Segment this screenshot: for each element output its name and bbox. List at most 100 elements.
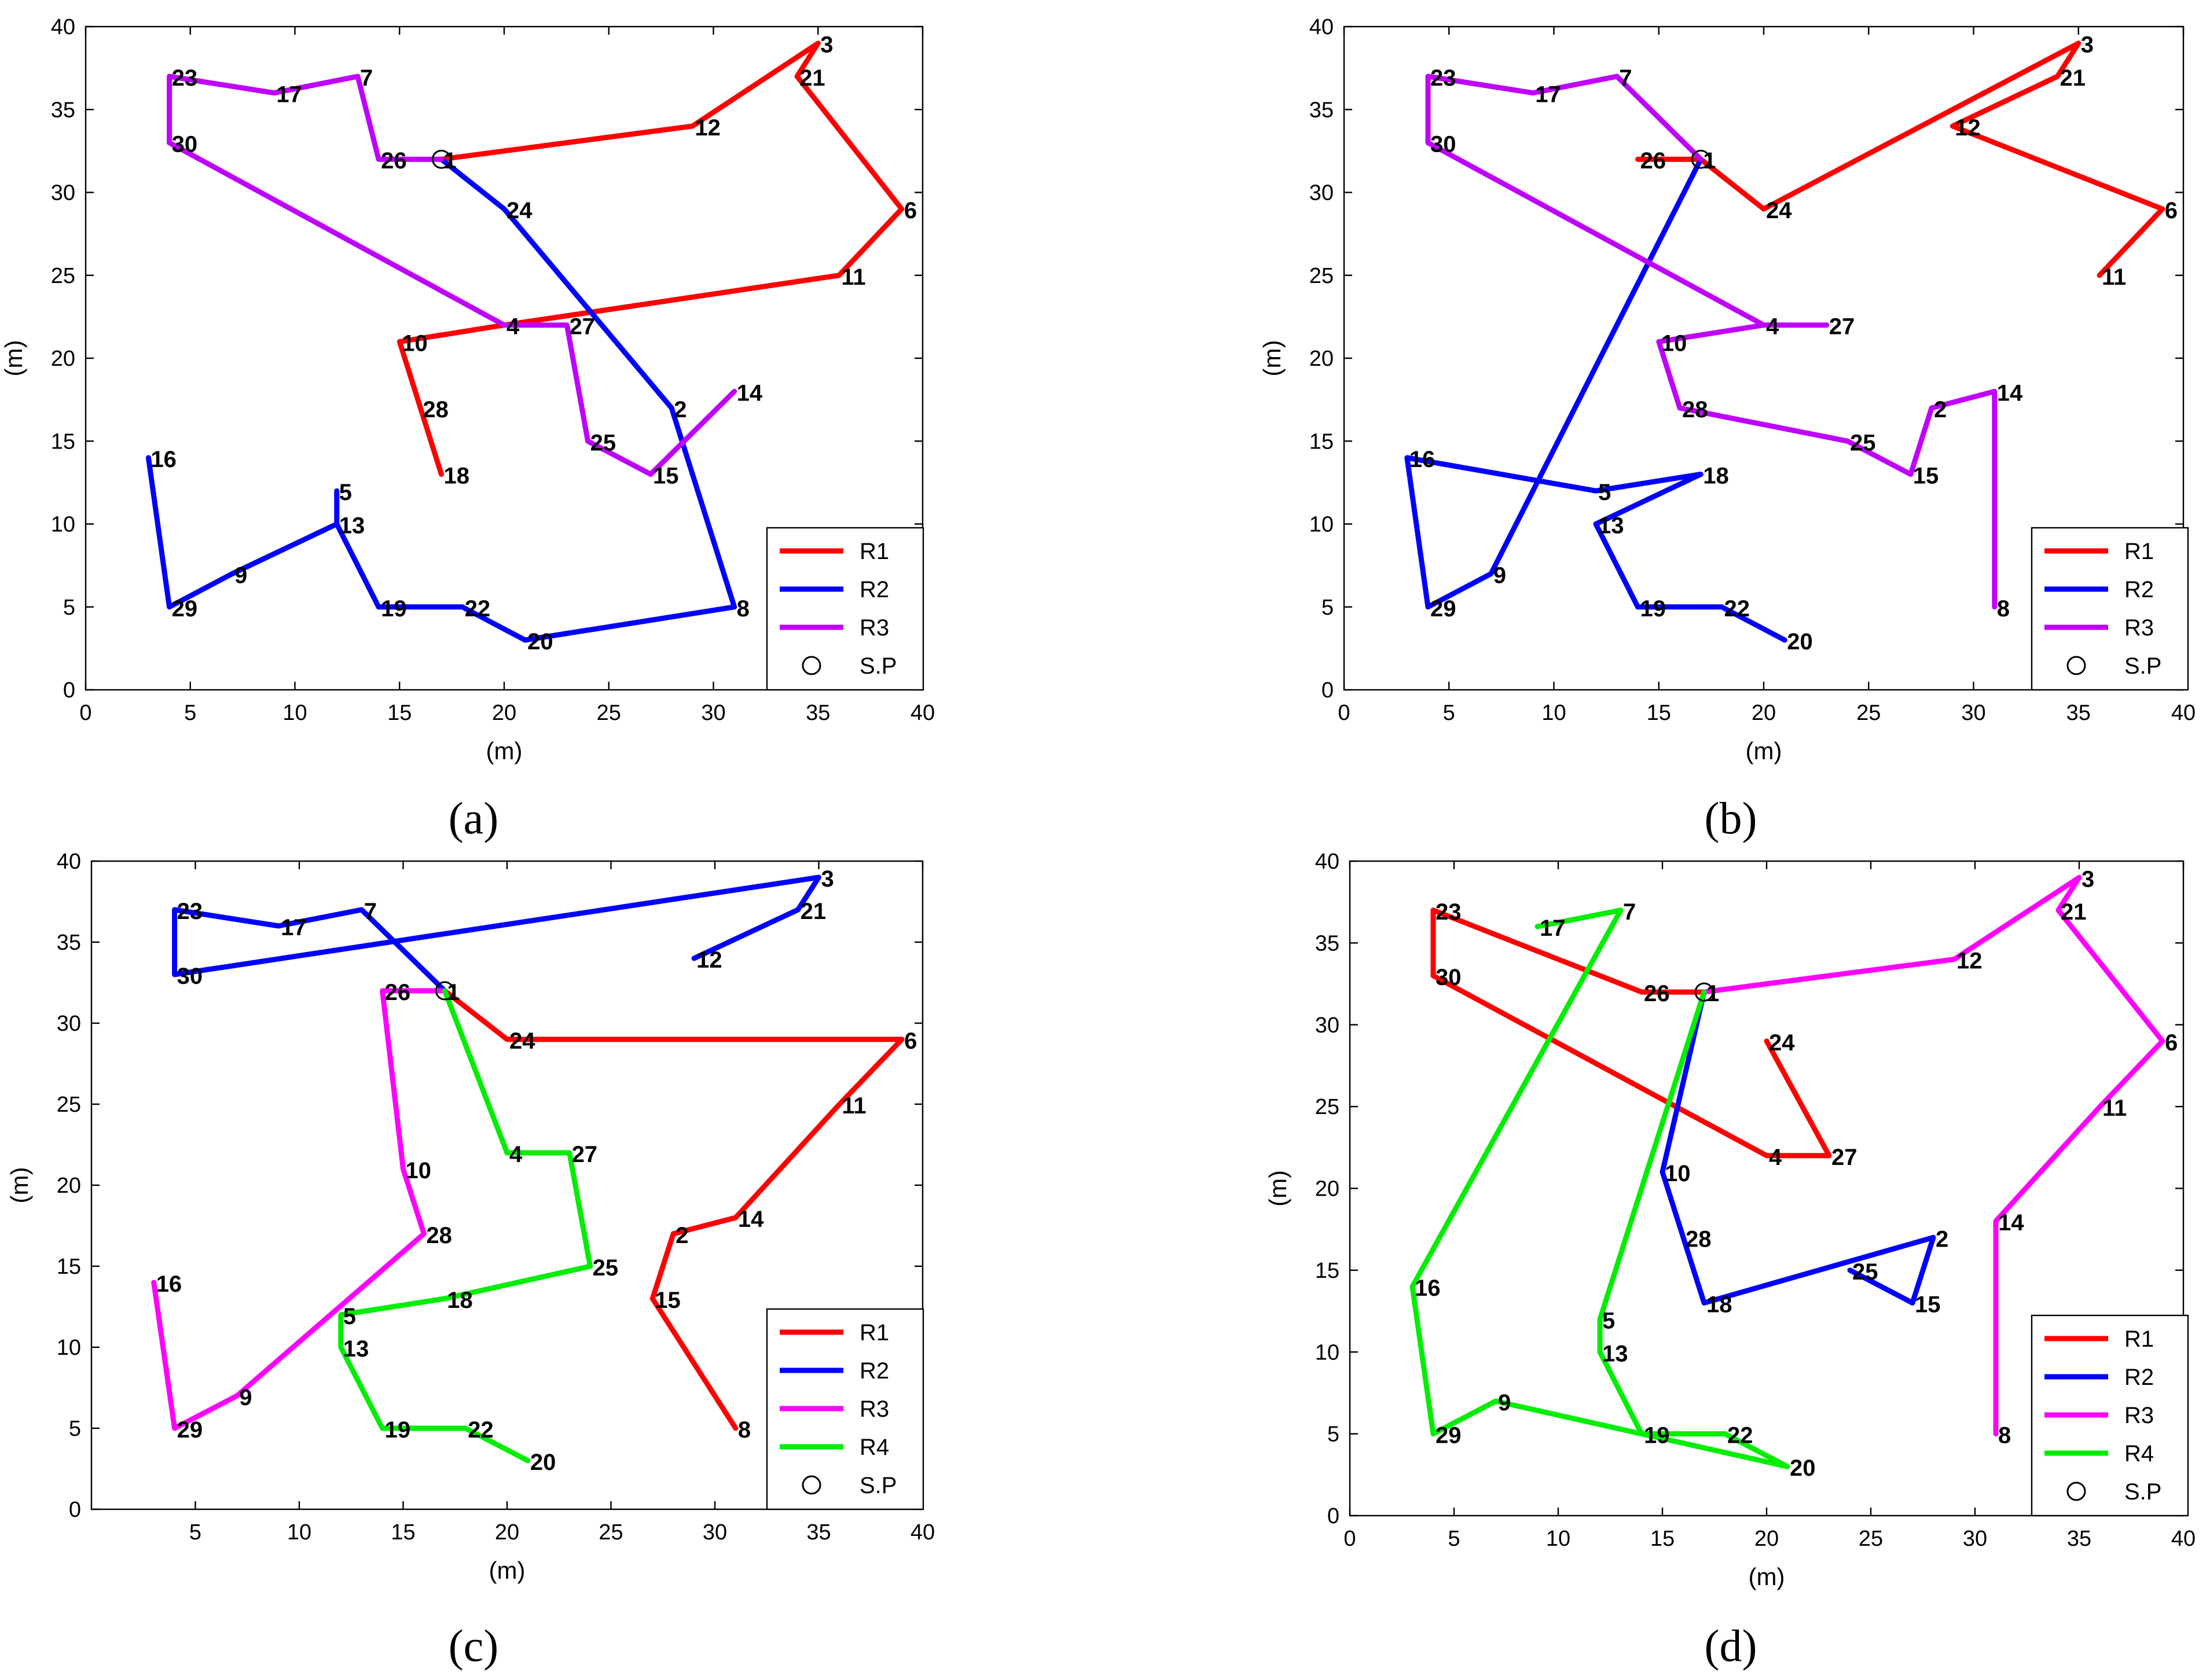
- point-label-11: 11: [842, 1093, 866, 1119]
- route-r3: [167, 73, 737, 477]
- legend-entry: R3: [860, 1396, 889, 1422]
- legend-entry: R3: [860, 615, 889, 641]
- point-label-30: 30: [1436, 965, 1462, 990]
- x-tick-label: 40: [2171, 701, 2196, 725]
- point-label-21: 21: [801, 899, 827, 924]
- point-label-26: 26: [1640, 148, 1666, 174]
- route-r3: [1701, 874, 2165, 1437]
- x-tick-label: 5: [1443, 701, 1455, 725]
- x-tick-label: 25: [1856, 701, 1881, 725]
- chart-panel-2: 0 5 10 15 20 25 30 35 400510152025303540(m)(m)12…: [1258, 15, 2196, 843]
- point-label-25: 25: [1852, 1259, 1878, 1285]
- point-label-13: 13: [339, 513, 365, 539]
- start-point-marker: [432, 149, 451, 169]
- point-label-25: 25: [593, 1255, 619, 1281]
- x-tick-label: 30: [1963, 1527, 1987, 1551]
- point-label-15: 15: [653, 464, 679, 489]
- point-label-17: 17: [276, 82, 302, 108]
- y-tick-label: 30: [1315, 1013, 1339, 1038]
- point-label-23: 23: [172, 65, 198, 91]
- legend-box: [2031, 527, 2189, 691]
- x-tick-label: 35: [2066, 701, 2091, 725]
- x-tick-label: 0: [1343, 1527, 1356, 1551]
- x-tick-label: 0: [1338, 701, 1350, 725]
- point-label-9: 9: [234, 563, 247, 588]
- point-label-2: 2: [1934, 397, 1947, 422]
- x-tick-label: 10: [1541, 701, 1566, 725]
- point-label-26: 26: [1644, 981, 1670, 1006]
- point-label-16: 16: [1409, 447, 1436, 472]
- point-label-5: 5: [343, 1304, 356, 1329]
- point-label-15: 15: [1915, 1292, 1941, 1317]
- point-label-13: 13: [1598, 513, 1624, 539]
- start-point-marker: [1694, 982, 1714, 1002]
- point-label-3: 3: [2081, 866, 2094, 892]
- y-tick-label: 0: [1321, 678, 1334, 703]
- legend-entry: S.P: [860, 653, 897, 679]
- point-label-20: 20: [527, 629, 553, 655]
- panel-letter: (b): [1705, 793, 1757, 843]
- legend-entry: R3: [2124, 1403, 2154, 1428]
- x-axis-label: (m): [1746, 737, 1782, 764]
- point-label-6: 6: [904, 198, 917, 223]
- x-tick-label: 10: [1546, 1527, 1570, 1551]
- legend-entry: R2: [860, 1358, 889, 1384]
- y-tick-label: 10: [57, 1336, 81, 1360]
- x-tick-label: 30: [701, 701, 725, 725]
- legend-entry: S.P: [860, 1473, 897, 1498]
- y-axis-label: (m): [1258, 340, 1286, 377]
- route-r1: [1635, 41, 2165, 278]
- point-label-20: 20: [530, 1450, 556, 1475]
- y-tick-label: 35: [1309, 98, 1334, 122]
- x-tick-label: 5: [189, 1520, 201, 1545]
- y-tick-label: 10: [1309, 513, 1334, 537]
- y-tick-label: 20: [51, 347, 75, 371]
- x-tick-label: 25: [597, 701, 621, 725]
- chart-panel-3: 5 10 15 20 25 30 35 400510152025303540(m)(m)123…: [6, 850, 935, 1671]
- point-label-14: 14: [1998, 1210, 2024, 1236]
- y-tick-label: 25: [51, 264, 75, 288]
- point-label-28: 28: [426, 1223, 452, 1248]
- point-label-18: 18: [447, 1288, 473, 1313]
- point-label-24: 24: [506, 198, 533, 223]
- legend-box: [766, 527, 924, 691]
- point-label-22: 22: [1727, 1423, 1753, 1449]
- route-r2: [172, 874, 821, 994]
- x-axis-label: (m): [489, 1557, 526, 1584]
- x-tick-label: 30: [703, 1520, 727, 1545]
- y-tick-label: 25: [1309, 264, 1334, 288]
- point-label-25: 25: [1850, 430, 1876, 455]
- point-label-28: 28: [423, 397, 449, 422]
- point-label-4: 4: [506, 314, 520, 340]
- point-label-9: 9: [239, 1385, 252, 1410]
- legend-entry: R3: [2124, 615, 2154, 641]
- point-label-11: 11: [2102, 264, 2126, 290]
- x-tick-label: 10: [287, 1520, 311, 1545]
- y-axis-label: (m): [1264, 1170, 1291, 1207]
- point-label-18: 18: [1706, 1292, 1732, 1317]
- y-tick-label: 10: [51, 513, 75, 537]
- point-label-6: 6: [904, 1028, 917, 1054]
- point-label-10: 10: [1665, 1161, 1691, 1186]
- point-label-24: 24: [1769, 1030, 1795, 1056]
- point-label-19: 19: [381, 596, 407, 622]
- point-label-22: 22: [1724, 596, 1750, 622]
- y-tick-label: 15: [1315, 1259, 1339, 1283]
- point-label-8: 8: [738, 1417, 751, 1443]
- route-r3: [151, 988, 447, 1431]
- legend-entry: R2: [2124, 1365, 2154, 1390]
- point-label-21: 21: [799, 65, 825, 91]
- point-label-3: 3: [820, 32, 833, 58]
- start-point-marker: [435, 981, 454, 1001]
- point-label-23: 23: [1436, 899, 1462, 925]
- y-tick-label: 5: [1321, 595, 1334, 620]
- y-axis-label: (m): [6, 1167, 33, 1204]
- y-tick-label: 10: [1315, 1340, 1339, 1365]
- y-tick-label: 35: [51, 98, 75, 122]
- point-label-11: 11: [2102, 1096, 2127, 1121]
- y-axis-label: (m): [0, 340, 27, 377]
- start-point-marker: [1691, 149, 1710, 169]
- point-label-25: 25: [590, 430, 616, 455]
- point-label-20: 20: [1790, 1455, 1816, 1481]
